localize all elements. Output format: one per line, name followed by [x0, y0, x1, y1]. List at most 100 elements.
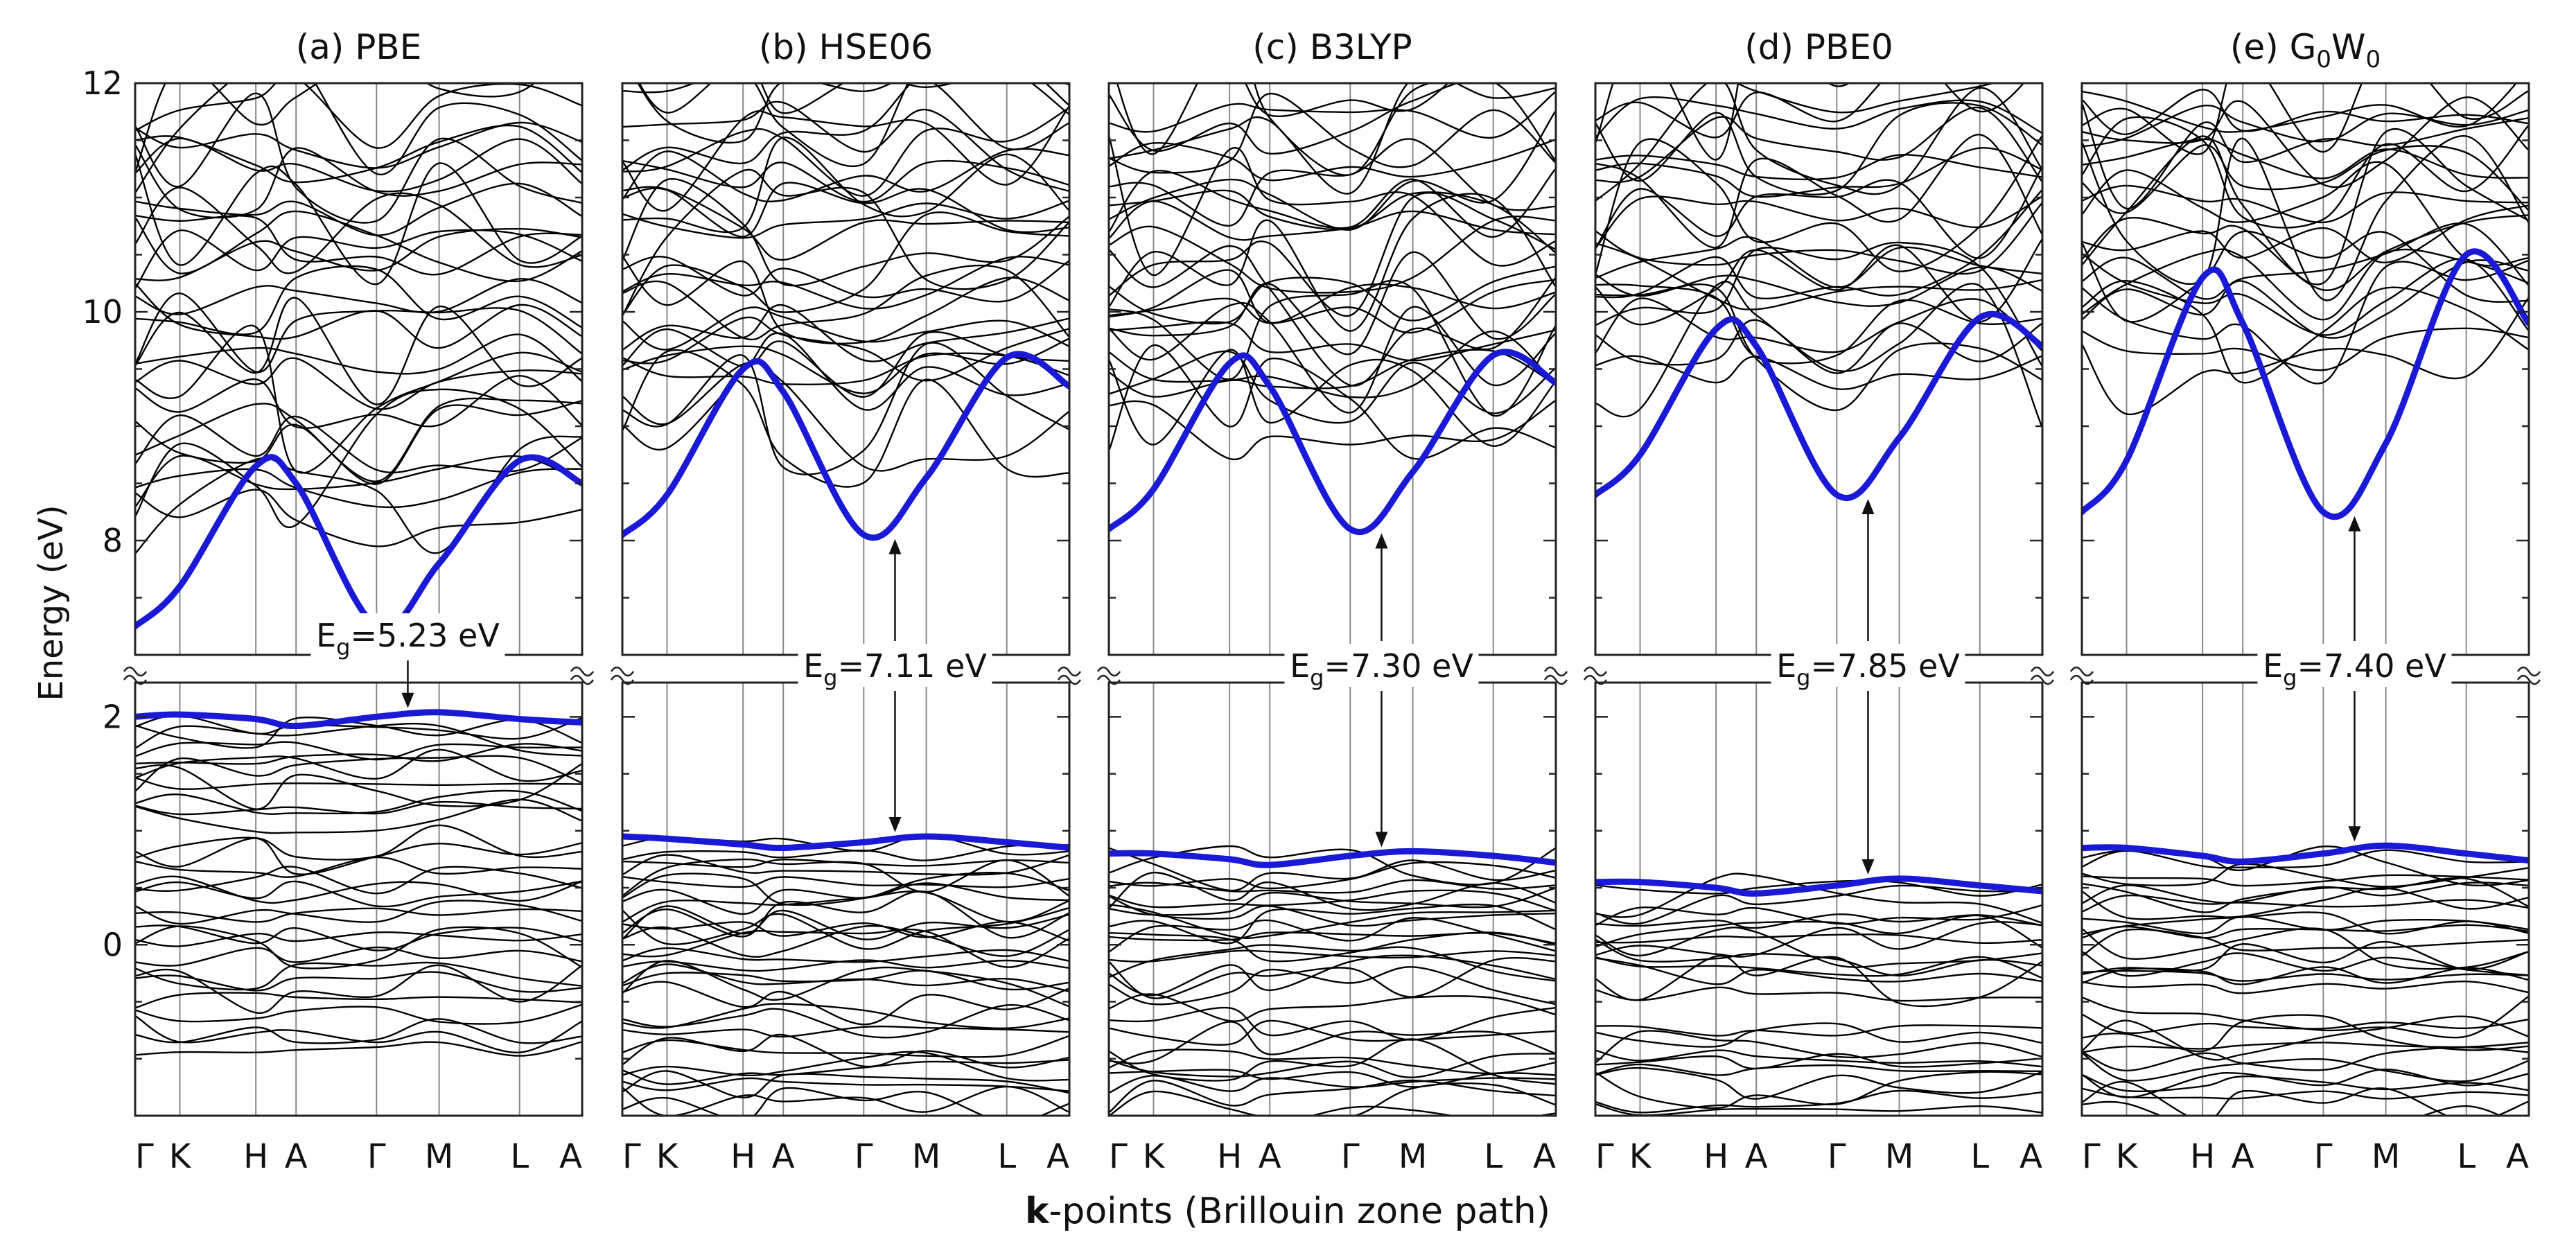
conduction-band-line — [2082, 259, 2529, 339]
valence-band-line — [1109, 1082, 1556, 1116]
valence-band-line — [1595, 872, 2042, 924]
valence-band-line — [135, 961, 582, 991]
conduction-band-line — [622, 264, 1069, 341]
valence-band-line — [1595, 1030, 2042, 1064]
conduction-band-line — [622, 177, 1069, 287]
valence-band-line — [135, 946, 582, 967]
k-point-label: A — [2506, 1137, 2529, 1176]
conduction-band-line — [135, 468, 582, 509]
vbm-band — [135, 709, 582, 730]
conduction-band-line — [1109, 349, 1556, 398]
conduction-band-line — [135, 324, 582, 474]
axis-break-mark — [2069, 666, 2094, 677]
conduction-band-line — [622, 186, 1069, 261]
conduction-band-line — [1109, 83, 1556, 176]
conduction-band-line — [1595, 147, 2042, 198]
valence-band-line — [2082, 1042, 2529, 1053]
conduction-band-line — [1109, 92, 1556, 174]
k-point-label: M — [1399, 1137, 1427, 1176]
conduction-band-line — [622, 211, 1069, 316]
y-tick-label: 8 — [103, 522, 123, 559]
valence-band-line — [135, 1018, 582, 1044]
bands-group — [135, 83, 582, 1057]
valence-band-line — [2082, 1073, 2529, 1092]
conduction-band-line — [135, 388, 582, 528]
valence-band-line — [1595, 1071, 2042, 1109]
conduction-band-line — [135, 214, 582, 276]
y-tick-label: 10 — [82, 293, 123, 331]
conduction-band-line — [622, 349, 1069, 488]
conduction-band-line — [135, 435, 582, 554]
conduction-band-line — [2082, 204, 2529, 264]
conduction-band-line — [135, 121, 582, 169]
panel-title-main: B3LYP — [1310, 27, 1412, 67]
k-point-label: Γ — [135, 1137, 154, 1176]
conduction-band-line — [622, 328, 1069, 398]
valence-band-line — [135, 924, 582, 951]
valence-band-line — [135, 964, 582, 1014]
conduction-band-line — [1109, 251, 1556, 356]
y-tick-label: 0 — [103, 926, 123, 963]
gap-label-bg — [798, 644, 992, 687]
valence-band-line — [1109, 1069, 1556, 1088]
conduction-band-line — [622, 316, 1069, 382]
conduction-band-line — [1109, 91, 1556, 139]
conduction-band-line — [1109, 245, 1556, 387]
conduction-band-line — [1595, 83, 2042, 114]
valence-band-line — [622, 1087, 1069, 1116]
k-point-label: A — [2232, 1137, 2254, 1176]
gap-arrowhead — [2348, 826, 2361, 842]
valence-band-line — [135, 1041, 582, 1057]
valence-band-line — [622, 872, 1069, 906]
valence-band-line — [622, 876, 1069, 888]
panel-title-main: PBE — [355, 27, 421, 67]
k-point-label: K — [1143, 1137, 1166, 1176]
conduction-band-line — [1109, 83, 1556, 195]
vbm-band — [1109, 848, 1556, 868]
conduction-band-line — [1109, 109, 1556, 231]
valence-band-line — [622, 1033, 1069, 1069]
axis-break-mark — [2516, 674, 2541, 685]
conduction-band-line — [1109, 269, 1556, 324]
valence-band-line — [1109, 1038, 1556, 1085]
conduction-band-line — [1595, 242, 2042, 310]
valence-band-line — [1109, 1079, 1556, 1114]
axis-break-mark — [1543, 674, 1568, 685]
valence-band-line — [135, 755, 582, 792]
valence-band-line — [1595, 957, 2042, 985]
k-point-label: K — [1629, 1137, 1652, 1176]
conduction-band-line — [2082, 103, 2529, 210]
conduction-band-line — [135, 489, 582, 547]
conduction-band-line — [622, 100, 1069, 193]
conduction-band-line — [622, 83, 1069, 168]
valence-band-line — [1595, 1089, 2042, 1114]
valence-band-line — [622, 924, 1069, 958]
conduction-band-line — [1595, 195, 2042, 249]
valence-band-line — [622, 1025, 1069, 1038]
conduction-band-line — [1109, 138, 1556, 227]
conduction-band-line — [1595, 236, 2042, 288]
conduction-band-line — [1595, 297, 2042, 354]
gap-label-bg — [2257, 644, 2452, 687]
axis-break-mark — [1096, 674, 1121, 685]
conduction-band-line — [2082, 161, 2529, 267]
gap-label-bg — [1284, 644, 1479, 687]
vbm-band — [2082, 842, 2529, 865]
conduction-band-line — [135, 153, 582, 286]
conduction-band-line — [622, 107, 1069, 197]
valence-band-line — [135, 907, 582, 923]
valence-band-line — [1109, 889, 1556, 912]
y-axis-label: Energy (eV) — [32, 504, 71, 701]
valence-band-line — [1109, 949, 1556, 963]
conduction-band-line — [622, 148, 1069, 203]
axis-break-mark — [1057, 674, 1082, 685]
k-point-label: H — [243, 1137, 268, 1176]
conduction-band-line — [135, 182, 582, 236]
valence-band-line — [2082, 1080, 2529, 1116]
conduction-band-line — [1595, 134, 2042, 249]
valence-band-line — [622, 1003, 1069, 1029]
valence-band-line — [622, 981, 1069, 1026]
valence-band-line — [2082, 951, 2529, 977]
conduction-band-line — [622, 200, 1069, 239]
